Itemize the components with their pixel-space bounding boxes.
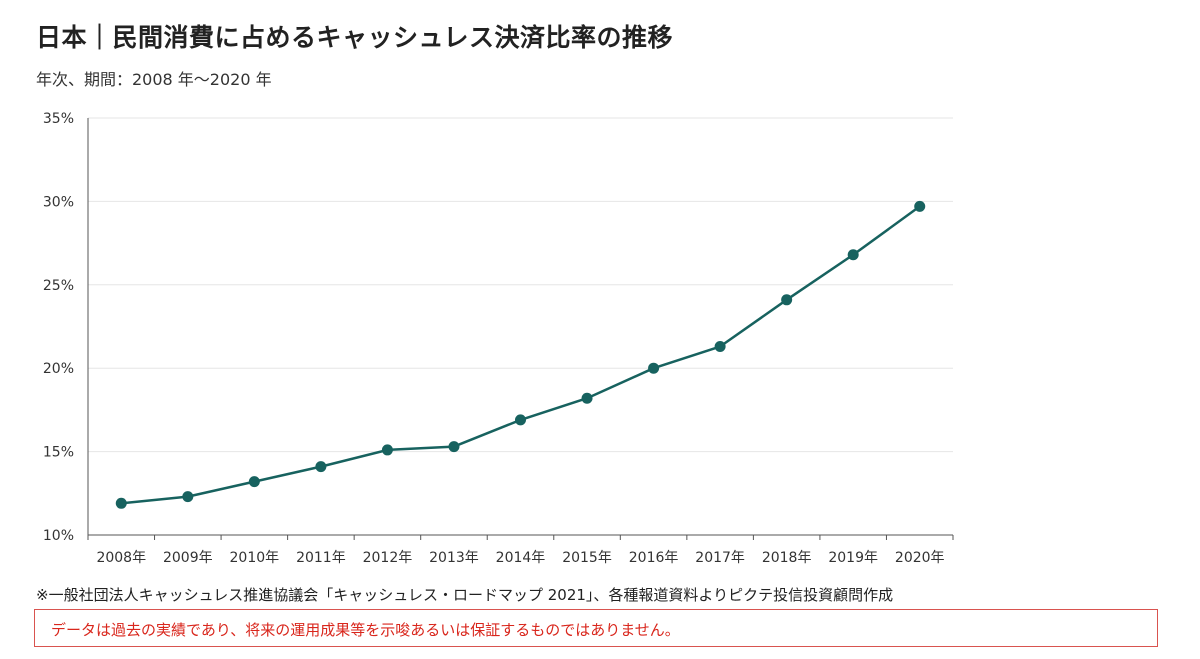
data-point: [182, 491, 194, 503]
x-tick-label: 2012年: [363, 550, 413, 566]
data-point: [581, 392, 593, 404]
x-tick-label: 2009年: [163, 550, 213, 566]
x-tick-label: 2017年: [695, 550, 745, 566]
x-tick-label: 2016年: [629, 550, 679, 566]
series-line: [121, 205, 921, 505]
data-point: [847, 249, 859, 261]
source-note: ※一般社団法人キャッシュレス推進協議会「キャッシュレス・ロードマップ 2021」…: [36, 586, 894, 604]
x-tick-label: 2011年: [296, 550, 346, 566]
data-point: [381, 444, 393, 456]
x-tick-label: 2008年: [96, 550, 146, 566]
data-point: [248, 476, 260, 488]
x-tick-label: 2019年: [828, 550, 878, 566]
chart-title: 日本｜民間消費に占めるキャッシュレス決済比率の推移: [36, 23, 674, 52]
x-tick-label: 2015年: [562, 550, 612, 566]
x-tick-label: 2010年: [230, 550, 280, 566]
data-point: [115, 497, 127, 509]
data-point: [448, 441, 460, 453]
data-point: [714, 341, 726, 353]
disclaimer-box: データは過去の実績であり、将来の運用成果等を示唆あるいは保証するものではありませ…: [34, 609, 1158, 647]
x-tick-label: 2013年: [429, 550, 479, 566]
y-tick-label: 30%: [43, 194, 74, 210]
data-point: [781, 294, 793, 306]
x-tick-label: 2020年: [895, 550, 945, 566]
y-tick-label: 25%: [43, 278, 74, 294]
y-tick-label: 15%: [43, 445, 74, 461]
data-point: [914, 200, 926, 212]
y-tick-label: 20%: [43, 361, 74, 377]
chart-subtitle: 年次、期間：2008 年～2020 年: [36, 70, 272, 89]
data-point: [315, 461, 327, 473]
y-tick-label: 35%: [43, 111, 74, 127]
x-tick-label: 2014年: [496, 550, 546, 566]
data-point: [515, 414, 526, 426]
disclaimer-text: データは過去の実績であり、将来の運用成果等を示唆あるいは保証するものではありませ…: [51, 621, 680, 639]
x-tick-label: 2018年: [762, 550, 812, 566]
y-tick-label: 10%: [43, 528, 74, 544]
data-point: [648, 362, 660, 374]
